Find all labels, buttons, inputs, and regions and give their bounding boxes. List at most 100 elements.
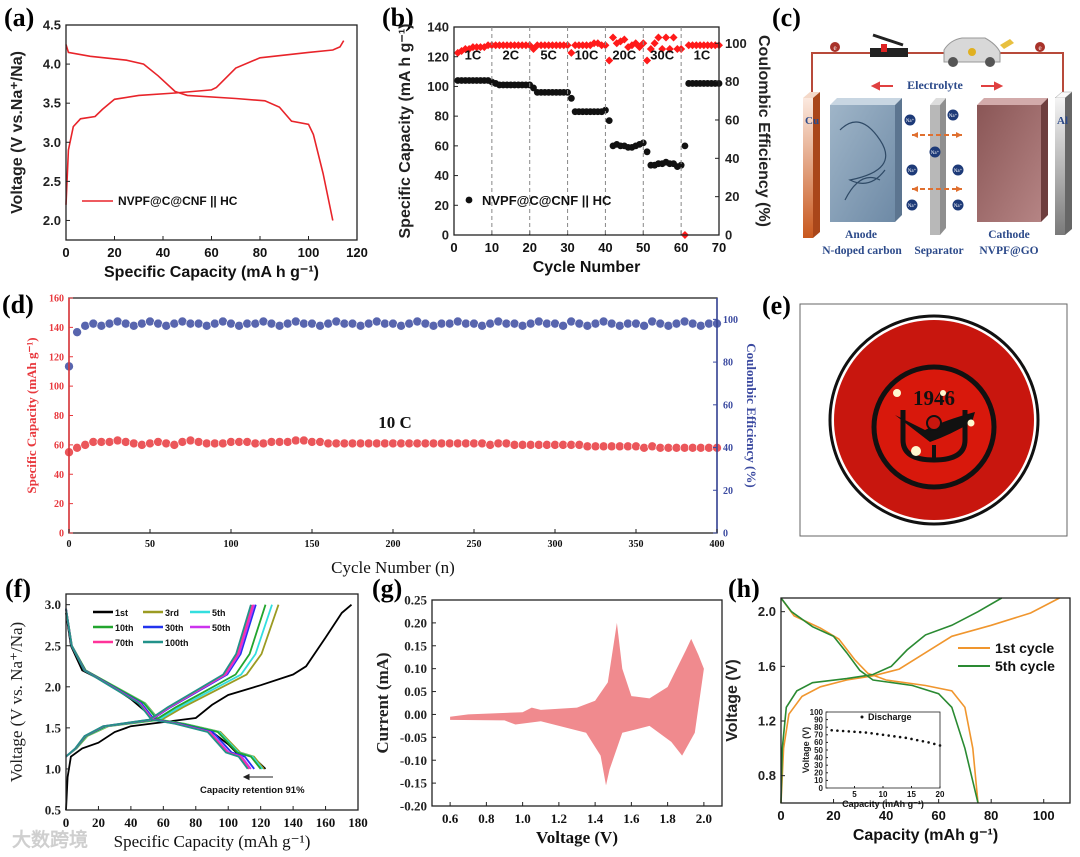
legend-label: 5th xyxy=(212,608,226,618)
series-coulombic-efficiency-point xyxy=(566,316,577,327)
series-coulombic-efficiency-point xyxy=(493,316,504,327)
separator-membrane xyxy=(930,98,946,235)
series-specific-capacity-point xyxy=(129,438,139,449)
series-specific-capacity-point xyxy=(567,94,575,102)
x-tick-label: 80 xyxy=(189,815,202,830)
arrow-icon xyxy=(242,773,273,781)
series-specific-capacity-point xyxy=(542,440,552,450)
series-specific-capacity-point xyxy=(234,437,244,447)
series-coulombic-efficiency-point xyxy=(647,316,658,327)
legend-marker xyxy=(860,715,864,719)
y-tick-label: 20 xyxy=(814,769,823,778)
series-coulombic-efficiency-point xyxy=(412,316,423,327)
y-axis-label: Specific Capacity (mAh g⁻¹) xyxy=(24,337,39,493)
series-specific-capacity-point xyxy=(145,438,155,449)
y2-tick-label: 80 xyxy=(723,358,733,369)
plot-frame xyxy=(65,593,359,811)
x-tick-label: 20 xyxy=(522,240,536,255)
series-specific-capacity-point xyxy=(695,443,706,453)
y2-tick-label: 60 xyxy=(723,400,733,411)
series-coulombic-efficiency-point xyxy=(290,316,301,327)
y-axis-label: Voltage (V vs.Na⁺/Na) xyxy=(9,51,26,214)
series-specific-capacity-point xyxy=(404,438,415,449)
y-tick-label: 0.8 xyxy=(758,768,776,783)
y-tick-label: 1.5 xyxy=(45,720,62,735)
y-tick-label: 100 xyxy=(810,708,824,717)
x-tick-label: 160 xyxy=(316,815,336,830)
series-specific-capacity-point xyxy=(72,443,82,453)
series-specific-capacity-point xyxy=(436,438,447,449)
series-specific-capacity-point xyxy=(274,437,285,447)
sodium-ion-icon: Na⁺ xyxy=(952,164,964,176)
series-coulombic-efficiency-point xyxy=(601,41,610,50)
panel-label-e: (e) xyxy=(762,291,791,320)
series-specific-capacity-point xyxy=(643,148,651,156)
rate-label: 10C xyxy=(575,48,599,63)
series-specific-capacity-point xyxy=(355,438,366,449)
series-specific-capacity-point xyxy=(266,437,277,447)
series-charge-line xyxy=(65,40,345,205)
series-coulombic-efficiency-point xyxy=(177,316,188,327)
series-coulombic-efficiency-point xyxy=(201,320,212,331)
series-5th-cycle-discharge-line xyxy=(780,597,979,804)
x-tick-label: 80 xyxy=(984,808,998,823)
y-tick-label: 0.10 xyxy=(404,661,427,676)
series-specific-capacity-point xyxy=(550,440,560,450)
series-100th-charge-line xyxy=(65,604,252,758)
series-coulombic-efficiency-point xyxy=(355,320,366,331)
legend-label: 30th xyxy=(165,623,184,633)
x-axis-label: Capacity (mAh g⁻¹) xyxy=(853,827,998,844)
legend-label: 10th xyxy=(115,623,134,633)
y-tick-label: 140 xyxy=(49,323,64,334)
series-specific-capacity-point xyxy=(380,438,390,449)
rate-label: 30C xyxy=(650,48,674,63)
sodium-ions: Na⁺ Na⁺ Na⁺ Na⁺ Na⁺ Na⁺ Na⁺ xyxy=(904,109,964,211)
series-coulombic-efficiency-point xyxy=(137,318,147,329)
series-specific-capacity-point xyxy=(242,437,252,447)
x-tick-label: 1.4 xyxy=(587,811,604,826)
y-tick-label: 160 xyxy=(49,294,64,305)
series-discharge-point xyxy=(887,734,890,737)
series-coulombic-efficiency-point xyxy=(550,318,560,329)
series-specific-capacity-point xyxy=(533,440,544,450)
x-tick-label: 40 xyxy=(879,808,893,823)
series-discharge-point xyxy=(881,733,885,737)
chart-g: 0.6 0.8 1.0 1.2 1.4 1.6 1.8 2.0 -0.20 -0.15 -0.10 -… xyxy=(373,593,723,847)
series-coulombic-efficiency-point xyxy=(695,320,706,331)
series-specific-capacity-point xyxy=(631,441,641,452)
y-tick-label: 140 xyxy=(427,20,449,35)
series-coulombic-efficiency-point xyxy=(347,318,358,329)
x-tick-label: 100 xyxy=(218,815,238,830)
ion-label: Na⁺ xyxy=(908,203,917,209)
series-specific-capacity-point xyxy=(307,437,317,447)
cathode-block xyxy=(977,98,1048,222)
series-discharge-point xyxy=(853,730,856,734)
series-coulombic-efficiency-point xyxy=(258,316,269,327)
x-tick-label: 2.0 xyxy=(696,811,712,826)
series-discharge-point xyxy=(830,728,833,732)
series-specific-capacity-point xyxy=(517,440,528,450)
y-tick-label: 0.5 xyxy=(45,803,62,818)
series-coulombic-efficiency-point xyxy=(88,318,99,329)
series-specific-capacity-point xyxy=(388,438,398,449)
series-discharge-point xyxy=(915,738,919,742)
cu-label: Cu xyxy=(805,115,819,127)
series-coulombic-efficiency-point xyxy=(598,316,609,327)
legend-label: Discharge xyxy=(868,712,912,722)
ion-label: Na⁺ xyxy=(954,203,963,209)
series-coulombic-efficiency-point xyxy=(669,33,678,42)
sodium-ion-icon: Na⁺ xyxy=(929,146,941,158)
series-group xyxy=(830,728,942,747)
x-tick-label: 250 xyxy=(467,539,482,550)
x-axis-label: Specific Capacity (mAh g⁻¹) xyxy=(114,832,311,851)
retention-annotation: Capacity retention 91% xyxy=(200,785,305,796)
chart-d: 0 50 100 150 200 250 300 350 4000204060801001201… xyxy=(24,294,759,578)
x-tick-label: 50 xyxy=(145,539,155,550)
series-specific-capacity-point xyxy=(420,438,431,449)
series-specific-capacity-point xyxy=(558,440,568,450)
series-coulombic-efficiency-point xyxy=(161,320,171,331)
series-group xyxy=(65,40,345,221)
series-specific-capacity-point xyxy=(210,438,220,449)
